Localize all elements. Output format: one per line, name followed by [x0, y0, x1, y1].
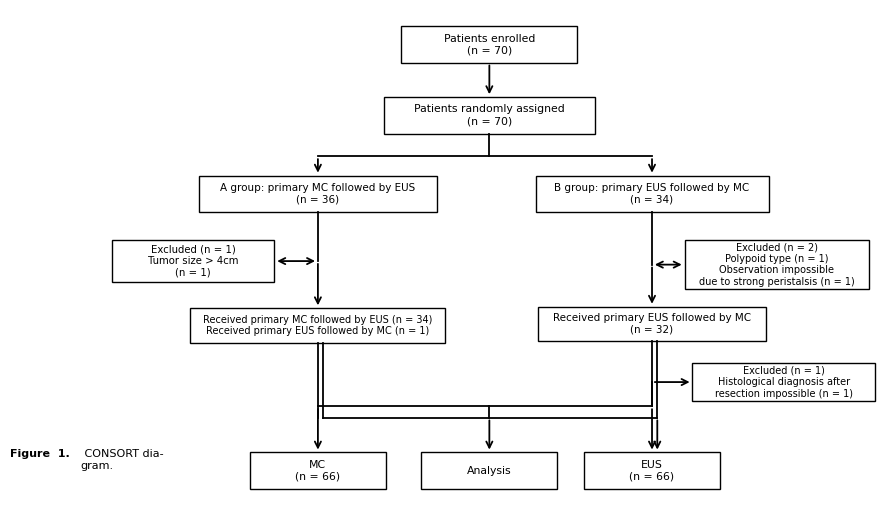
FancyBboxPatch shape — [384, 97, 594, 133]
FancyBboxPatch shape — [112, 240, 274, 282]
Text: CONSORT dia-
gram.: CONSORT dia- gram. — [80, 449, 163, 471]
FancyBboxPatch shape — [692, 363, 875, 401]
FancyBboxPatch shape — [684, 240, 869, 290]
Text: MC
(n = 66): MC (n = 66) — [295, 460, 340, 482]
Text: Received primary EUS followed by MC
(n = 32): Received primary EUS followed by MC (n =… — [553, 313, 751, 334]
Text: Excluded (n = 2)
Polypoid type (n = 1)
Observation impossible
due to strong peri: Excluded (n = 2) Polypoid type (n = 1) O… — [699, 242, 855, 287]
Text: Analysis: Analysis — [467, 466, 512, 475]
Text: B group: primary EUS followed by MC
(n = 34): B group: primary EUS followed by MC (n =… — [555, 183, 750, 205]
FancyBboxPatch shape — [584, 453, 721, 489]
FancyBboxPatch shape — [199, 176, 437, 212]
FancyBboxPatch shape — [538, 306, 766, 341]
Text: A group: primary MC followed by EUS
(n = 36): A group: primary MC followed by EUS (n =… — [220, 183, 415, 205]
FancyBboxPatch shape — [422, 453, 557, 489]
Text: Patients randomly assigned
(n = 70): Patients randomly assigned (n = 70) — [414, 104, 564, 126]
FancyBboxPatch shape — [250, 453, 386, 489]
Text: EUS
(n = 66): EUS (n = 66) — [630, 460, 675, 482]
Text: Patients enrolled
(n = 70): Patients enrolled (n = 70) — [444, 34, 535, 55]
Text: Figure  1.: Figure 1. — [11, 449, 70, 460]
FancyBboxPatch shape — [401, 26, 578, 63]
Text: Excluded (n = 1)
Tumor size > 4cm
(n = 1): Excluded (n = 1) Tumor size > 4cm (n = 1… — [148, 244, 238, 278]
Text: Received primary MC followed by EUS (n = 34)
Received primary EUS followed by MC: Received primary MC followed by EUS (n =… — [203, 315, 432, 336]
Text: Excluded (n = 1)
Histological diagnosis after
resection impossible (n = 1): Excluded (n = 1) Histological diagnosis … — [715, 365, 853, 399]
FancyBboxPatch shape — [191, 308, 445, 343]
FancyBboxPatch shape — [535, 176, 768, 212]
